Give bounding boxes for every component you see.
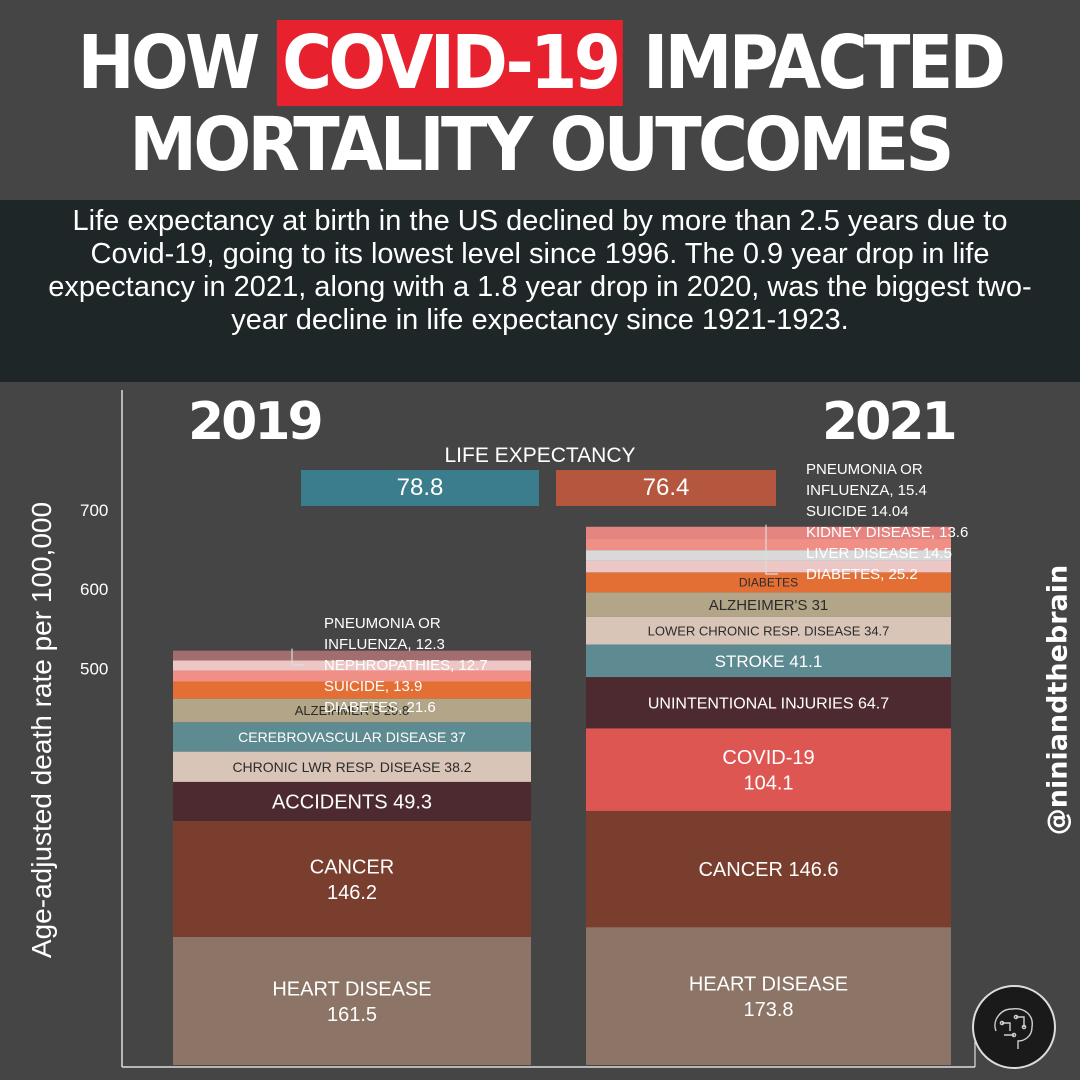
life-expectancy-2021: 76.4 [556,470,776,506]
bar-2021-segment-11 [586,526,951,539]
bar-2021-segment-3 [586,677,951,729]
year-label-2021: 2021 [822,392,958,452]
bar-2021-segment-6 [586,592,951,617]
bar-2021-segment-10 [586,538,951,551]
callout-2021-line-2: SUICIDE 14.04 [806,503,909,520]
bar-2019-segment-1 [173,820,531,937]
callout-2019-line-3: SUICIDE, 13.9 [324,678,422,695]
bar-2021-label-6-0: ALZHEIMER'S 31 [709,597,829,614]
bar-2019-segment-9 [173,650,531,661]
title-after: IMPACTED [622,20,1006,106]
bar-2021-label-5-0: LOWER CHRONIC RESP. DISEASE 34.7 [648,623,890,638]
bar-2019-segment-7 [173,670,531,682]
bar-2019-label-1-0: CANCER [310,856,394,878]
bar-2021-segment-5 [586,616,951,645]
bar-2021-label-7-0: DIABETES [739,576,798,590]
callout-2021-line-4: LIVER DISEASE 14.5 [806,545,952,562]
bar-2021-segment-1 [586,810,951,928]
bar-2021-segment-4 [586,644,951,678]
bar-2021-segment-2 [586,728,951,811]
brain-logo-icon [972,985,1056,1069]
intro-text: Life expectancy at birth in the US decli… [0,200,1080,382]
y-tick-label-700: 700 [80,501,108,520]
bar-2019-segment-5 [173,698,531,723]
bar-2021-label-0-0: HEART DISEASE [689,973,848,995]
callout-2021-line-5: DIABETES, 25.2 [806,566,918,583]
bar-2019-label-4-0: CEREBROVASCULAR DISEASE 37 [238,729,466,745]
bar-2019-segment-4 [173,722,531,752]
bar-2021-label-0-1: 173.8 [743,999,793,1021]
life-expectancy-title: LIFE EXPECTANCY [444,444,636,467]
callout-line-2021 [765,524,778,575]
bar-2019-segment-0 [173,936,531,1065]
bar-2021-segment-8 [586,560,951,573]
title-before: HOW [77,20,277,106]
title-line-2: MORTALITY OUTCOMES [129,102,954,188]
title-highlight: COVID-19 [276,20,623,106]
bar-2019-label-0-1: 161.5 [327,1004,377,1026]
bar-2021-label-1-0: CANCER 146.6 [698,859,838,881]
callout-2019-line-0: PNEUMONIA OR [324,615,441,632]
callout-2021-line-0: PNEUMONIA OR [806,461,923,478]
y-tick-label-500: 500 [80,660,108,679]
year-label-2019: 2019 [188,392,324,452]
bar-2021-label-2-1: 104.1 [743,773,793,795]
title-line-1: HOW COVID-19 IMPACTED [43,20,1037,106]
bar-2021-label-4-0: STROKE 41.1 [715,652,823,671]
bar-2019-segment-2 [173,781,531,821]
bar-2019-label-2-0: ACCIDENTS 49.3 [272,792,432,814]
bar-2019-segment-8 [173,660,531,671]
callout-2019-line-1: INFLUENZA, 12.3 [324,636,445,653]
bar-2019-label-5-0: ALZEIHMER'S 29.8 [295,703,409,718]
bar-2021-segment-9 [586,550,951,561]
bar-2021-segment-0 [586,927,951,1065]
bar-2021-label-2-0: COVID-19 [722,747,814,769]
callout-2019-line-2: NEPHROPATHIES, 12.7 [324,657,488,674]
callout-2021-line-3: KIDNEY DISEASE, 13.6 [806,524,968,541]
callout-2021-line-1: INFLUENZA, 15.4 [806,482,927,499]
bar-2021-label-3-0: UNINTENTIONAL INJURIES 64.7 [648,695,889,712]
y-tick-label-600: 600 [80,580,108,599]
callout-line-2019 [291,648,304,666]
life-expectancy-2019: 78.8 [301,470,539,506]
author-handle: @niniandthebrain [1042,564,1074,836]
callout-2019-line-4: DIABETES, 21.6 [324,699,436,716]
bar-2019-segment-6 [173,681,531,699]
page-title: HOW COVID-19 IMPACTED MORTALITY OUTCOMES [43,20,1037,188]
bar-2019-label-0-0: HEART DISEASE [272,978,431,1000]
bar-2019-label-1-1: 146.2 [327,882,377,904]
bar-2019-segment-3 [173,751,531,782]
bar-2021-segment-7 [586,572,951,593]
bar-2019-label-3-0: CHRONIC LWR RESP. DISEASE 38.2 [232,759,471,775]
